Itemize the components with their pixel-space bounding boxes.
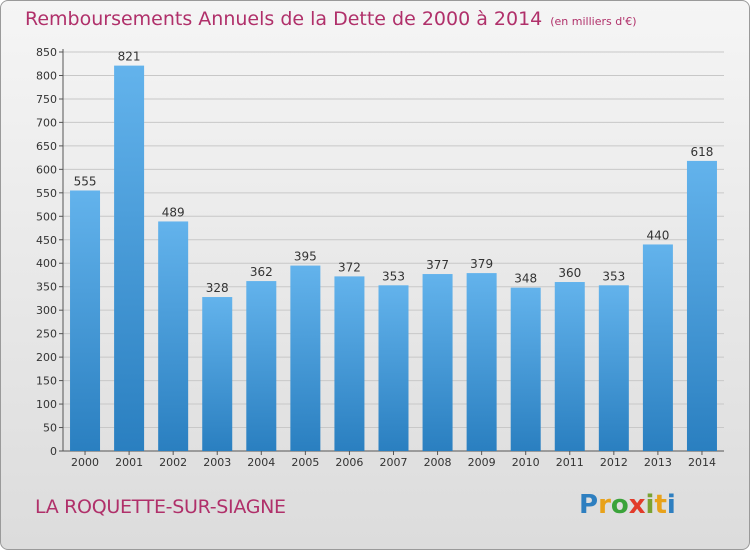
x-tick-label: 2006 — [335, 456, 363, 469]
y-tick-label: 650 — [36, 140, 57, 153]
x-tick-label: 2001 — [115, 456, 143, 469]
x-tick-label: 2012 — [600, 456, 628, 469]
y-tick-label: 400 — [36, 257, 57, 270]
y-tick-label: 700 — [36, 116, 57, 129]
bars — [70, 65, 717, 451]
x-tick-label: 2000 — [71, 456, 99, 469]
value-label: 353 — [602, 269, 625, 283]
value-label: 489 — [162, 205, 185, 219]
x-tick-label: 2011 — [556, 456, 584, 469]
bar — [114, 65, 145, 451]
proxiti-logo: Proxiti — [579, 490, 676, 520]
value-label: 379 — [470, 257, 493, 271]
x-tick-label: 2003 — [203, 456, 231, 469]
logo-letter: r — [598, 490, 611, 520]
title-unit: (en milliers d'€) — [550, 15, 637, 28]
bar — [598, 285, 629, 451]
commune-name: LA ROQUETTE-SUR-SIAGNE — [35, 496, 286, 518]
y-tick-label: 250 — [36, 328, 57, 341]
y-tick-label: 800 — [36, 69, 57, 82]
y-tick-label: 350 — [36, 281, 57, 294]
value-label: 618 — [691, 145, 714, 159]
x-tick-label: 2014 — [688, 456, 716, 469]
y-tick-label: 300 — [36, 304, 57, 317]
x-tick-label: 2005 — [291, 456, 319, 469]
y-tick-labels: 0 50 100 150 200 250 300 350 400 450 500 550 600 650 7… — [36, 46, 63, 458]
y-tick-label: 200 — [36, 351, 57, 364]
bar — [202, 297, 233, 451]
x-tick-label: 2004 — [247, 456, 275, 469]
y-tick-label: 550 — [36, 187, 57, 200]
logo-letter: i — [645, 490, 655, 520]
bar — [642, 244, 673, 451]
value-label: 362 — [250, 265, 273, 279]
y-tick-label: 0 — [50, 445, 57, 458]
bar — [158, 221, 189, 451]
value-labels: 555 821 489 328 362 395 372 353 377 379 348 360 353 4… — [74, 50, 714, 295]
bar — [510, 287, 541, 451]
x-tick-label: 2009 — [468, 456, 496, 469]
logo-letter: i — [666, 490, 676, 520]
y-tick-label: 850 — [36, 46, 57, 59]
value-label: 821 — [118, 50, 141, 64]
logo-letter: o — [610, 490, 629, 520]
title-text: Remboursements Annuels de la Dette de 20… — [25, 8, 543, 30]
y-tick-label: 750 — [36, 93, 57, 106]
bar — [554, 282, 585, 451]
bar — [466, 273, 497, 451]
y-tick-label: 150 — [36, 375, 57, 388]
bar — [422, 274, 453, 451]
logo-letter: x — [628, 490, 646, 520]
x-tick-labels: 2000 2001 2002 2003 2004 2005 2006 2007 2008 2009… — [71, 451, 716, 469]
chart-title: Remboursements Annuels de la Dette de 20… — [25, 8, 637, 30]
y-tick-label: 100 — [36, 398, 57, 411]
x-tick-label: 2007 — [380, 456, 408, 469]
value-label: 348 — [514, 272, 537, 286]
value-label: 328 — [206, 281, 229, 295]
y-tick-label: 500 — [36, 210, 57, 223]
bar — [686, 160, 717, 451]
x-tick-label: 2008 — [424, 456, 452, 469]
value-label: 372 — [338, 260, 361, 274]
value-label: 377 — [426, 258, 449, 272]
y-tick-label: 450 — [36, 234, 57, 247]
y-tick-label: 50 — [43, 422, 57, 435]
bar — [70, 190, 101, 451]
value-label: 440 — [646, 228, 669, 242]
logo-letter: t — [654, 490, 667, 520]
value-label: 360 — [558, 266, 581, 280]
bar — [378, 285, 409, 451]
x-tick-label: 2002 — [159, 456, 187, 469]
logo-letter: P — [579, 490, 599, 520]
value-label: 353 — [382, 269, 405, 283]
y-tick-label: 600 — [36, 163, 57, 176]
bar — [334, 276, 365, 451]
x-tick-label: 2010 — [512, 456, 540, 469]
bar — [246, 281, 277, 451]
x-tick-label: 2013 — [644, 456, 672, 469]
bar — [290, 265, 321, 451]
value-label: 555 — [74, 174, 97, 188]
value-label: 395 — [294, 250, 317, 264]
